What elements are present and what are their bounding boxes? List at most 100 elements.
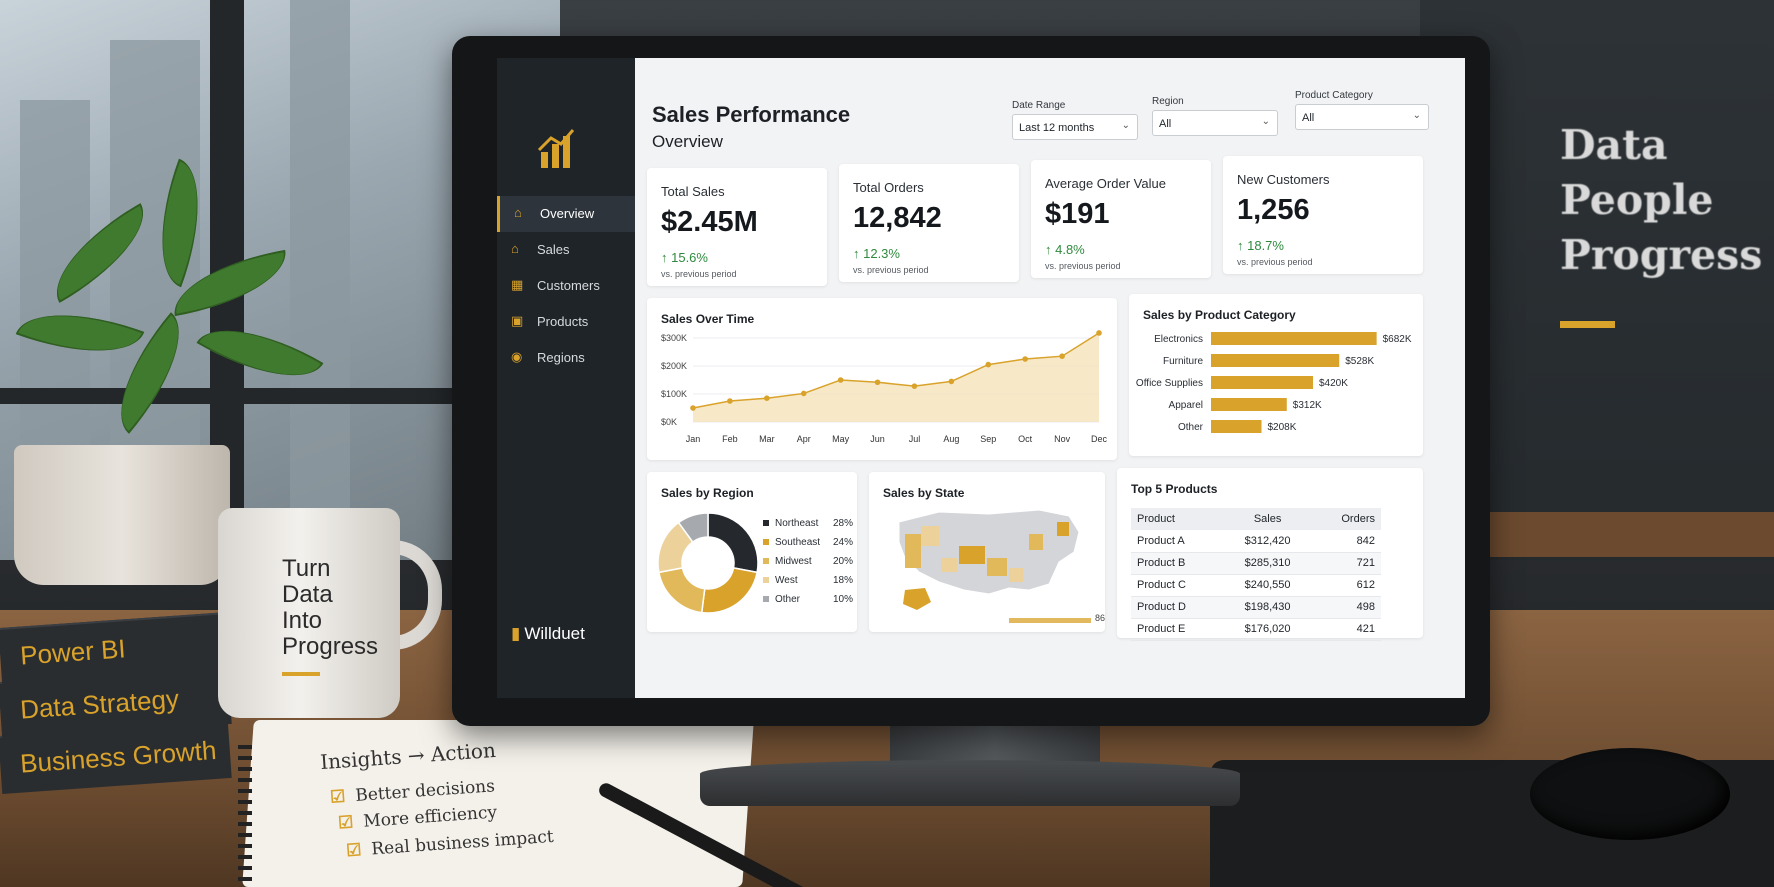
data-point <box>1096 330 1102 336</box>
check-icon: ☑ <box>329 786 347 808</box>
donut-slice <box>700 566 758 614</box>
kpi-delta: ↑ 4.8% <box>1045 242 1085 257</box>
state-region <box>921 526 939 546</box>
legend-label: West <box>775 575 798 586</box>
top-products-card[interactable]: Top 5 Products Product Sales Orders Prod… <box>1117 468 1423 641</box>
state-alaska <box>903 588 931 610</box>
notebook-rings <box>238 745 252 887</box>
plant-pot <box>14 445 230 585</box>
bar <box>1211 332 1377 345</box>
kpi-value: 12,842 <box>853 202 942 234</box>
mug <box>218 508 400 718</box>
wall-slogan: Data People Progress <box>1560 121 1763 279</box>
notebook <box>242 720 754 887</box>
kpi-label: New Customers <box>1237 172 1330 187</box>
kpi-value: 1,256 <box>1237 194 1310 226</box>
kpi-card-total-sales[interactable]: Total Sales $2.45M ↑ 15.6% vs. previous … <box>647 168 827 286</box>
x-tick-label: Oct <box>1018 434 1033 444</box>
kpi-label: Total Orders <box>853 180 924 195</box>
y-tick-label: $200K <box>661 361 687 371</box>
table-row[interactable]: Product C $240,550 612 <box>1131 574 1381 597</box>
category-label: Electronics <box>1154 334 1203 345</box>
kpi-card-new-customers[interactable]: New Customers 1,256 ↑ 18.7% vs. previous… <box>1223 156 1423 274</box>
sidebar-item-customers[interactable]: ▦ Customers <box>511 277 600 293</box>
legend-value: 28% <box>832 518 853 529</box>
series-line <box>692 332 1100 409</box>
date-range-select[interactable]: Last 12 months ⌄ <box>1012 114 1138 140</box>
table-cell: 842 <box>1311 530 1381 553</box>
bar-value-label: $312K <box>1293 400 1322 411</box>
table-row[interactable]: Product B $285,310 721 <box>1131 552 1381 575</box>
sales-by-category-card[interactable]: Sales by Product Category Electronics $68… <box>1129 294 1423 456</box>
table-cell: Product E <box>1131 618 1224 641</box>
us-map-outline <box>898 509 1080 595</box>
y-tick-label: $300K <box>661 333 687 343</box>
table-cell: Product D <box>1131 596 1224 619</box>
state-region <box>1057 522 1069 536</box>
top-products-table: Product Sales Orders Product A $312,420 84… <box>1131 508 1381 641</box>
table-cell: Product A <box>1131 530 1224 553</box>
table-cell: $240,550 <box>1223 574 1312 597</box>
chevron-down-icon: ⌄ <box>1412 110 1421 121</box>
data-point <box>800 390 807 397</box>
sales-by-state-card[interactable]: Sales by State 86 <box>869 472 1105 632</box>
legend-item: West 18% <box>763 575 853 586</box>
filter-label-product-category: Product Category <box>1295 90 1373 101</box>
x-tick-label: Apr <box>797 434 811 444</box>
data-point <box>727 398 733 404</box>
chart-title: Sales by Region <box>661 486 754 500</box>
x-tick-label: Nov <box>1054 434 1071 444</box>
legend-value: 10% <box>832 594 853 605</box>
legend-swatch <box>763 539 769 546</box>
table-cell: 612 <box>1311 574 1381 597</box>
filter-label-region: Region <box>1152 96 1184 107</box>
legend-label: Southeast <box>775 537 821 548</box>
sales-over-time-chart: $0K $100K $200K $300K Jan Feb Mar Apr May Jun Jul A… <box>661 330 1107 444</box>
state-region <box>959 546 985 564</box>
computer-mouse <box>1530 748 1730 840</box>
product-category-select[interactable]: All ⌄ <box>1295 104 1429 130</box>
chevron-down-icon: ⌄ <box>1261 116 1270 127</box>
bar <box>1211 376 1313 389</box>
area-fill <box>693 332 1099 422</box>
legend-label: Midwest <box>775 556 812 567</box>
table-row[interactable]: Product A $312,420 842 <box>1131 530 1381 553</box>
sales-over-time-card[interactable]: Sales Over Time $0K $100K $200K $300K Jan Feb… <box>647 298 1117 460</box>
legend-item: Northeast 28% <box>763 518 853 529</box>
legend-value: 20% <box>832 556 853 567</box>
data-point <box>690 405 696 411</box>
sales-by-region-card[interactable]: Sales by Region Northeast 28% Southeast 24%… <box>647 472 857 632</box>
filter-label-date-range: Date Range <box>1012 100 1066 111</box>
region-select[interactable]: All ⌄ <box>1152 110 1278 136</box>
bar <box>1211 354 1340 367</box>
x-tick-label: Feb <box>722 434 738 444</box>
kpi-value: $191 <box>1045 198 1110 230</box>
page-title: Sales Performance <box>652 102 851 127</box>
box-icon: ▣ <box>511 313 524 328</box>
sidebar-item-overview[interactable]: ⌂ Overview <box>497 196 635 232</box>
data-point <box>985 361 992 368</box>
sidebar-item-sales[interactable]: ⌂ Sales <box>511 241 570 257</box>
sidebar-item-regions[interactable]: ◉ Regions <box>511 349 585 365</box>
column-header[interactable]: Product <box>1131 508 1224 530</box>
kpi-delta: ↑ 12.3% <box>853 246 900 261</box>
table-cell: 421 <box>1311 618 1381 641</box>
kpi-card-total-orders[interactable]: Total Orders 12,842 ↑ 12.3% vs. previous… <box>839 164 1019 282</box>
column-header[interactable]: Orders <box>1311 508 1381 530</box>
table-row[interactable]: Product E $176,020 421 <box>1131 618 1381 641</box>
column-header[interactable]: Sales <box>1223 508 1312 530</box>
building <box>290 0 350 560</box>
sidebar-item-products[interactable]: ▣ Products <box>511 313 589 329</box>
kpi-delta: ↑ 15.6% <box>661 250 708 265</box>
house-icon: ⌂ <box>511 241 519 256</box>
home-icon: ⌂ <box>514 205 522 220</box>
table-cell: 721 <box>1311 552 1381 575</box>
sidebar: ⌂ Overview ⌂ Sales ▦ Customers ▣ Product… <box>497 58 635 698</box>
donut-slice <box>658 566 706 614</box>
dashboard-screen: ⌂ Overview ⌂ Sales ▦ Customers ▣ Product… <box>497 58 1465 698</box>
kpi-card-average-order-value[interactable]: Average Order Value $191 ↑ 4.8% vs. prev… <box>1031 160 1211 278</box>
table-row[interactable]: Product D $198,430 498 <box>1131 596 1381 619</box>
legend-value: 24% <box>832 537 853 548</box>
state-region <box>905 534 921 568</box>
kpi-sub: vs. previous period <box>1045 261 1121 271</box>
